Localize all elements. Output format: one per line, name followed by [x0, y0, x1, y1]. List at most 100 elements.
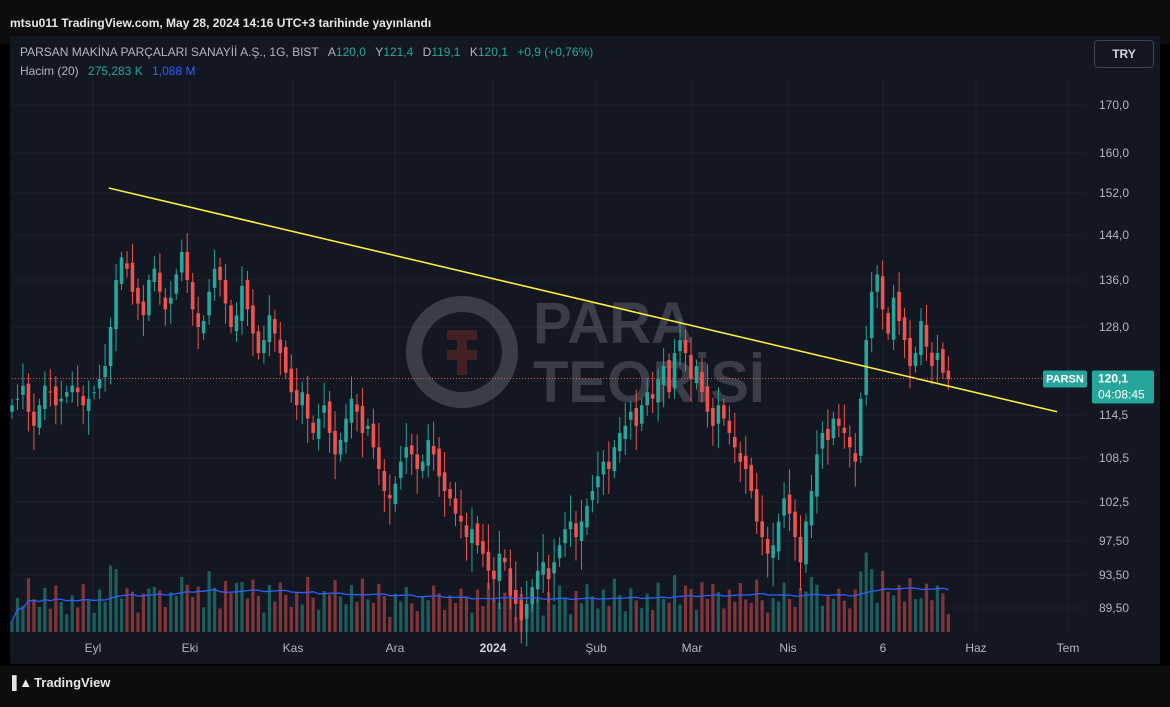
chart-panel[interactable] [10, 36, 1160, 664]
volume-bar [777, 601, 781, 632]
candle-body [448, 489, 452, 499]
y-tick-label: 108,5 [1099, 451, 1129, 465]
candle-body [75, 387, 80, 393]
volume-bar [859, 571, 863, 632]
volume-bar [388, 616, 392, 632]
trendline [108, 187, 1058, 413]
y-tick-label: 160,0 [1099, 146, 1129, 160]
volume-bar [853, 589, 857, 632]
volume-bar [694, 609, 699, 632]
volume-bar [70, 595, 74, 632]
candle-body [234, 315, 239, 332]
candle-body [54, 386, 58, 406]
volume-bar [10, 621, 14, 632]
candle-body [431, 446, 436, 455]
volume-bar [711, 584, 715, 632]
volume-bar [705, 598, 710, 632]
volume-bar [240, 582, 244, 632]
candle-body [333, 430, 337, 455]
volume-bar [48, 608, 52, 632]
candle-body [404, 447, 409, 458]
volume-bar [618, 595, 622, 632]
watermark-plus-icon [447, 330, 477, 375]
candle-body [897, 291, 901, 322]
candle-body [590, 491, 595, 501]
candle-body [837, 418, 841, 426]
candle-body [141, 301, 146, 316]
volume-bar [306, 576, 310, 632]
volume-bar [382, 596, 386, 632]
candle-body [804, 521, 808, 565]
candle-body [535, 570, 540, 590]
volume-bar [930, 600, 934, 632]
volume-bar [349, 585, 354, 632]
y-tick-label: 97,50 [1099, 534, 1129, 548]
candle-body [26, 383, 31, 412]
volume-bar [738, 582, 742, 632]
candle-body [596, 476, 600, 488]
candle-body [59, 398, 64, 402]
candle-body [207, 291, 211, 316]
volume-bar [399, 601, 403, 632]
candle-body [15, 398, 20, 400]
candle-body [147, 280, 151, 316]
volume-bar [623, 611, 627, 632]
candle-body [125, 263, 129, 269]
volume-bar [793, 606, 797, 632]
volume-bar [749, 602, 753, 632]
candle-body [289, 368, 294, 393]
tradingview-brand: TradingView [34, 675, 111, 690]
candle-body [245, 279, 250, 310]
volume-bar [327, 594, 332, 632]
volume-bar [787, 599, 792, 632]
volume-bar [634, 600, 638, 632]
volume-bar [755, 579, 759, 632]
volume-bar [766, 612, 770, 632]
candle-body [574, 523, 578, 538]
tradingview-logo[interactable]: ▌▲ TradingView [12, 675, 110, 690]
candle-body [70, 385, 75, 393]
candle-body [212, 268, 217, 288]
volume-bar [902, 601, 907, 632]
candle-body [119, 257, 124, 284]
candle-body [858, 398, 863, 456]
candle-body [371, 423, 376, 448]
volume-bar [514, 616, 518, 632]
candle-body [689, 355, 693, 380]
candle-body [322, 405, 326, 413]
volume-bar [875, 602, 879, 632]
volume-bar [459, 588, 463, 632]
candle-body [103, 366, 107, 378]
volume-value: 275,283 K [88, 64, 143, 78]
y-tick-label: 170,0 [1099, 98, 1129, 112]
candle-body [519, 600, 524, 621]
volume-bar [32, 599, 36, 632]
volume-bar [798, 587, 803, 632]
publish-info: mtsu011 TradingView.com, May 28, 2024 14… [10, 16, 432, 30]
candle-body [283, 347, 288, 373]
x-tick-label: 2024 [480, 641, 507, 655]
volume-bar [15, 597, 20, 632]
candle-body [733, 436, 737, 448]
candle-body [92, 392, 96, 394]
volume-bar [541, 615, 545, 632]
currency-button[interactable]: TRY [1094, 40, 1154, 68]
candle-body [579, 521, 584, 541]
candle-body [338, 440, 343, 455]
candle-body [492, 570, 496, 580]
volume-bar [410, 603, 414, 632]
volume-bar [174, 595, 178, 632]
candle-body [612, 447, 617, 471]
candle-body [667, 360, 671, 393]
volume-bar [152, 586, 156, 632]
candle-body [875, 274, 879, 292]
candle-body [793, 511, 797, 538]
watermark-circle-icon [406, 296, 518, 408]
volume-bar [322, 590, 326, 632]
candle-body [930, 352, 934, 367]
candle-body [81, 396, 85, 406]
candle-body [497, 553, 502, 582]
candle-body [541, 562, 545, 575]
